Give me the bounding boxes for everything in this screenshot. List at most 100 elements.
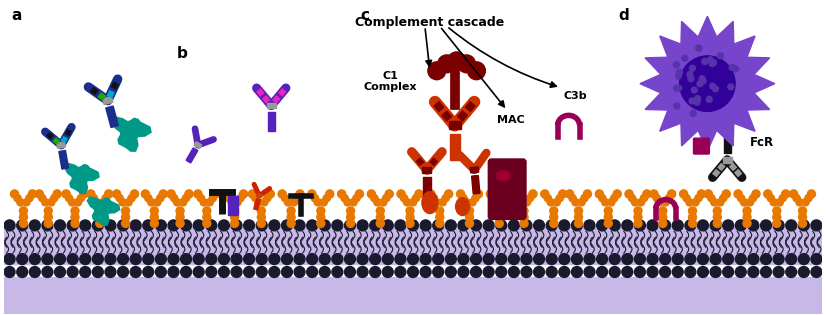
Circle shape (287, 207, 295, 215)
Circle shape (382, 266, 393, 278)
Circle shape (799, 266, 809, 278)
Circle shape (209, 195, 216, 202)
Text: a: a (12, 8, 22, 23)
Circle shape (71, 220, 79, 227)
Circle shape (17, 199, 24, 206)
Circle shape (471, 220, 482, 231)
Circle shape (297, 190, 304, 198)
Circle shape (596, 190, 603, 198)
Circle shape (427, 190, 434, 198)
Circle shape (131, 190, 139, 198)
Circle shape (546, 220, 557, 231)
Circle shape (578, 199, 585, 206)
Circle shape (206, 199, 213, 206)
Circle shape (294, 254, 305, 265)
Text: MAC: MAC (497, 115, 525, 125)
Circle shape (457, 190, 464, 198)
Circle shape (660, 254, 671, 265)
Circle shape (386, 190, 393, 198)
Circle shape (50, 195, 58, 202)
Bar (449, 134, 459, 160)
Circle shape (596, 266, 608, 278)
Circle shape (686, 199, 693, 206)
Circle shape (225, 195, 232, 202)
Circle shape (377, 207, 384, 215)
Circle shape (572, 220, 582, 231)
Circle shape (168, 190, 175, 198)
Circle shape (714, 220, 721, 227)
Circle shape (668, 190, 676, 198)
Circle shape (231, 220, 242, 231)
Circle shape (294, 266, 305, 278)
Circle shape (377, 220, 384, 227)
Circle shape (350, 199, 357, 206)
Circle shape (490, 195, 497, 202)
Circle shape (221, 190, 230, 198)
Circle shape (689, 220, 696, 227)
Circle shape (228, 199, 235, 206)
Circle shape (695, 195, 702, 202)
Circle shape (550, 207, 558, 215)
Circle shape (80, 190, 88, 198)
Circle shape (428, 62, 446, 80)
Circle shape (691, 87, 697, 93)
FancyBboxPatch shape (488, 159, 526, 220)
Circle shape (471, 254, 482, 265)
Circle shape (685, 254, 695, 265)
Circle shape (608, 199, 615, 206)
Circle shape (647, 254, 658, 265)
Circle shape (622, 266, 633, 278)
Circle shape (311, 195, 319, 202)
Circle shape (695, 95, 700, 101)
Circle shape (520, 207, 528, 215)
Circle shape (26, 195, 33, 202)
Circle shape (445, 220, 456, 231)
Circle shape (231, 266, 242, 278)
Circle shape (45, 220, 52, 227)
Bar (268, 112, 275, 131)
Circle shape (131, 190, 138, 198)
Circle shape (131, 254, 141, 265)
Circle shape (799, 220, 809, 231)
Circle shape (203, 213, 211, 221)
Circle shape (30, 254, 40, 265)
Bar (723, 157, 732, 163)
Circle shape (743, 207, 751, 215)
Bar (472, 175, 480, 194)
Circle shape (458, 220, 469, 231)
Circle shape (320, 199, 327, 206)
Circle shape (371, 195, 378, 202)
Circle shape (596, 220, 608, 231)
Circle shape (584, 266, 595, 278)
Circle shape (150, 213, 159, 221)
Circle shape (317, 207, 325, 215)
Circle shape (96, 220, 104, 227)
Circle shape (20, 207, 27, 215)
Circle shape (735, 254, 746, 265)
Circle shape (708, 195, 715, 202)
Circle shape (660, 266, 671, 278)
Circle shape (517, 199, 525, 206)
Bar (470, 167, 479, 173)
Circle shape (650, 190, 657, 198)
Circle shape (249, 190, 256, 198)
Circle shape (267, 190, 274, 198)
Circle shape (550, 220, 558, 227)
Circle shape (559, 266, 570, 278)
Circle shape (65, 195, 73, 202)
Circle shape (373, 199, 381, 206)
Circle shape (430, 195, 438, 202)
Circle shape (397, 190, 405, 198)
Circle shape (743, 220, 751, 227)
Circle shape (660, 220, 671, 231)
Circle shape (347, 213, 354, 221)
Circle shape (634, 220, 645, 231)
Circle shape (728, 84, 733, 90)
Circle shape (566, 190, 573, 198)
Circle shape (748, 266, 759, 278)
Circle shape (743, 213, 751, 221)
Circle shape (193, 220, 204, 231)
Circle shape (433, 254, 444, 265)
Circle shape (401, 195, 408, 202)
Circle shape (469, 199, 476, 206)
